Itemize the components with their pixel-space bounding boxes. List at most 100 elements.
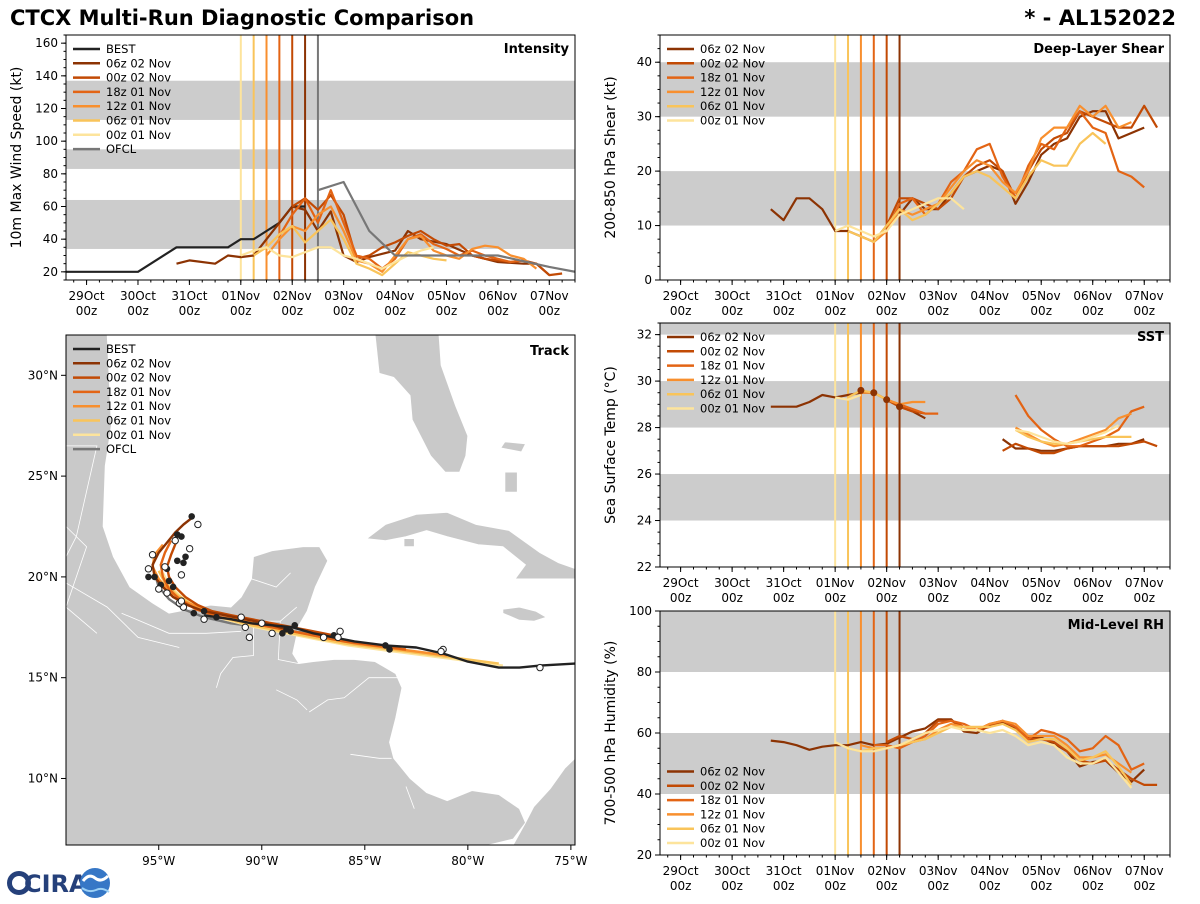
x-tick-label: 29Oct — [663, 864, 699, 878]
legend-label: 18z 01 Nov — [700, 793, 765, 807]
track-point-open — [163, 589, 171, 597]
shade-band — [660, 323, 1170, 335]
y-tick-label: 20 — [637, 164, 652, 178]
x-tick-label: 04Nov — [970, 289, 1009, 303]
y-tick-label: 120 — [35, 102, 58, 116]
x-tick-label: 00z — [824, 591, 846, 605]
y-tick-label: 24 — [637, 514, 652, 528]
x-tick-label: 29Oct — [663, 576, 699, 590]
legend-label: 00z 02 Nov — [700, 56, 765, 70]
border-line — [308, 677, 402, 713]
x-tick-label: 05Nov — [1022, 576, 1061, 590]
y-tick-label: 60 — [43, 200, 58, 214]
legend-label: 06z 02 Nov — [700, 330, 765, 344]
legend-label: 00z 02 Nov — [106, 71, 171, 85]
legend-label: 06z 02 Nov — [700, 765, 765, 779]
legend-label: 06z 02 Nov — [106, 356, 171, 370]
x-tick-label: 00z — [384, 304, 406, 318]
legend-label: 06z 02 Nov — [106, 56, 171, 70]
panel-title: SST — [1137, 330, 1164, 345]
track-06z-01-nov — [157, 570, 499, 665]
legend-label: BEST — [106, 42, 136, 56]
land-andros — [504, 471, 518, 493]
track-point-open — [245, 633, 254, 642]
y-tick-label: 100 — [629, 604, 652, 618]
border-line — [405, 786, 415, 809]
cira-logo: CIRA — [4, 866, 114, 904]
panel-track: 95°W 90°W 85°W 80°W 75°W 10°N 15°N 20°N 25°N 30°N… — [28, 334, 588, 868]
x-tick-label: 04Nov — [970, 576, 1009, 590]
x-tick-label: 01Nov — [816, 576, 855, 590]
y-tick-label: 0 — [644, 273, 652, 287]
plot-area — [660, 35, 1170, 280]
y-tick-label: 30 — [637, 374, 652, 388]
x-tick-label: 00z — [1082, 591, 1104, 605]
x-tick-label: 00z — [773, 879, 795, 893]
x-tick-label: 00z — [670, 304, 692, 318]
x-tick-label: 00z — [927, 591, 949, 605]
series-00z-01-nov — [1015, 424, 1120, 445]
track-point-filled — [283, 626, 290, 633]
series-18z-01-nov — [1014, 394, 1145, 448]
legend-label: 18z 01 Nov — [700, 71, 765, 85]
logo-graphic: CIRA — [7, 868, 110, 898]
x-tick-label: 31Oct — [766, 289, 802, 303]
x-tick-label: 30Oct — [120, 289, 156, 303]
logo-globe-icon — [80, 868, 110, 898]
x-tick-label: 00z — [721, 879, 743, 893]
land-hispaniola — [574, 578, 575, 612]
y-tick-label: 15°N — [28, 671, 58, 685]
y-tick-label: 80 — [637, 665, 652, 679]
x-tick-label: 00z — [1133, 879, 1155, 893]
plot-area — [660, 611, 1170, 855]
track-point-open — [258, 619, 266, 627]
track-point-filled — [279, 630, 286, 637]
track-best — [203, 614, 575, 669]
y-tick-label: 20°N — [28, 570, 58, 584]
x-tick-label: 05Nov — [1022, 289, 1061, 303]
panel-intensity: 29Oct00z30Oct00z31Oct00z01Nov00z02Nov00z… — [9, 34, 576, 318]
x-tick-label: 00z — [670, 879, 692, 893]
x-tick-label: 01Nov — [221, 289, 260, 303]
x-tick-label: 30Oct — [714, 289, 750, 303]
x-tick-label: 00z — [979, 304, 1001, 318]
x-tick-label: 00z — [721, 304, 743, 318]
x-tick-label: 07Nov — [1125, 289, 1164, 303]
track-point-filled — [386, 646, 393, 653]
legend-label: 00z 01 Nov — [700, 836, 765, 850]
track-point-open — [144, 565, 153, 573]
x-tick-label: 00z — [1030, 879, 1052, 893]
data-point — [896, 403, 904, 411]
legend-label: 18z 01 Nov — [106, 85, 171, 99]
legend-label: 00z 02 Nov — [700, 344, 765, 358]
x-tick-label: 00z — [824, 304, 846, 318]
legend-label: 06z 01 Nov — [700, 387, 765, 401]
shade-band — [660, 474, 1170, 521]
border-line — [66, 525, 98, 634]
legend-label: 18z 01 Nov — [106, 385, 171, 399]
x-tick-label: 02Nov — [273, 289, 312, 303]
border-line — [350, 753, 392, 759]
plot-frame — [659, 322, 1171, 568]
series-12z-01-nov — [1014, 412, 1132, 448]
series-12z-01-nov — [265, 205, 538, 273]
x-tick-label: 31Oct — [171, 289, 207, 303]
series-06z-01-nov — [847, 389, 888, 401]
y-tick-label: 40 — [637, 55, 652, 69]
border-line — [66, 445, 180, 648]
track-point-filled — [165, 577, 173, 585]
track-point-filled — [291, 621, 299, 629]
track-point-open — [177, 571, 186, 579]
land-florida — [374, 335, 469, 473]
x-tick-label: 00z — [876, 879, 898, 893]
shade-band — [66, 80, 575, 120]
legend-label: 00z 01 Nov — [106, 128, 171, 142]
series-00z-01-nov — [240, 246, 434, 270]
track-point-open — [319, 633, 328, 642]
shade-band — [66, 149, 575, 169]
shade-band — [660, 381, 1170, 428]
x-tick-label: 00z — [927, 304, 949, 318]
x-tick-label: 02Nov — [867, 576, 906, 590]
